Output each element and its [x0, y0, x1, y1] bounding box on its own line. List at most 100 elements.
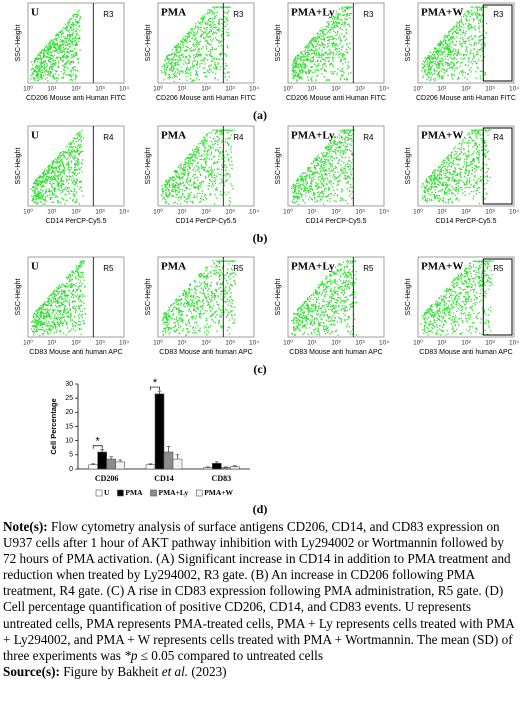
note-label: Note(s):	[3, 519, 48, 534]
x-tick-label: 10²	[461, 86, 471, 93]
scatter-cloud	[30, 9, 82, 82]
sample-label: PMA+Ly	[291, 7, 335, 19]
x-tick-label: 10⁰	[283, 339, 293, 347]
x-tick-label: 10³	[95, 86, 105, 93]
plot-frame	[417, 256, 515, 338]
panel-label: (a)	[253, 108, 267, 122]
source-italic: et al.	[161, 663, 189, 679]
bar	[106, 458, 116, 470]
y-axis-label: SSC-Height	[145, 24, 152, 61]
bar	[145, 464, 156, 470]
x-tick-label: 10²	[71, 209, 81, 216]
x-tick-label: 10¹	[307, 209, 317, 216]
x-tick-label: 10⁰	[23, 85, 33, 93]
plot-frame	[157, 2, 255, 84]
sample-label: PMA+W	[421, 130, 463, 142]
bar	[163, 451, 174, 470]
y-axis-label: SSC-Height	[145, 147, 152, 184]
scatter-cloud	[30, 260, 87, 337]
source-text-end: (2023)	[188, 663, 227, 679]
x-tick-label: 10⁰	[283, 208, 293, 216]
plot-frame	[27, 125, 125, 207]
panel-label: (d)	[253, 502, 268, 516]
bar	[97, 451, 107, 470]
x-tick-label: 10²	[331, 340, 341, 347]
x-tick-label: 10¹	[177, 86, 187, 93]
y-axis-label: SSC-Height	[405, 24, 412, 61]
x-axis-label: CD14 PerCP-Cy5.5	[45, 218, 106, 225]
x-tick-label: 10⁴	[509, 340, 519, 347]
scatter-cloud	[421, 129, 491, 205]
y-tick-label: 0	[69, 466, 73, 473]
x-tick-label: 10⁰	[23, 339, 33, 347]
legend-swatch	[95, 489, 103, 497]
y-axis-label: SSC-Height	[405, 278, 412, 315]
gate-label: R3	[233, 10, 244, 19]
x-tick-label: 10²	[71, 86, 81, 93]
error-bar	[100, 449, 105, 452]
gate-label: R4	[493, 133, 504, 142]
x-tick-label: 10⁴	[249, 209, 259, 216]
scatter-cloud	[421, 6, 488, 82]
plot-frame	[287, 2, 385, 84]
x-tick-label: 10³	[225, 86, 235, 93]
sample-label: PMA	[161, 130, 186, 142]
error-bar	[109, 456, 114, 460]
x-tick-label: 10⁴	[379, 209, 389, 216]
sample-label: PMA+W	[421, 7, 463, 19]
legend-label: PMA+W	[204, 488, 233, 497]
x-tick-label: 10⁰	[23, 208, 33, 216]
plot-frame	[287, 125, 385, 207]
gate-label: R3	[103, 10, 114, 19]
x-tick-label: 10³	[485, 340, 495, 347]
x-tick-label: 10¹	[177, 340, 187, 347]
x-tick-label: 10⁴	[119, 340, 129, 347]
bar	[88, 464, 98, 470]
source-text: Figure by Bakheit	[59, 663, 162, 679]
x-tick-label: CD83	[212, 474, 232, 483]
note-text: Flow cytometry analysis of surface antig…	[3, 519, 515, 663]
panel-label: (c)	[253, 362, 266, 376]
sample-label: U	[31, 130, 39, 142]
x-tick-label: 10²	[331, 86, 341, 93]
y-tick-label: 10	[65, 438, 73, 445]
legend-swatch	[195, 489, 203, 497]
legend-label: PMA+Ly	[159, 488, 189, 497]
x-tick-label: 10³	[355, 86, 365, 93]
y-tick-label: 5	[69, 452, 73, 459]
y-axis-label: SSC-Height	[145, 278, 152, 315]
x-tick-label: 10¹	[177, 209, 187, 216]
x-axis-label: CD206 Mouse anti Human FITC	[416, 95, 516, 102]
y-axis-label: SSC-Height	[275, 147, 282, 184]
gate-label: R5	[363, 264, 374, 273]
x-tick-label: 10¹	[47, 86, 57, 93]
error-bar	[223, 466, 228, 468]
plot-frame	[417, 125, 515, 207]
gate	[482, 258, 513, 336]
legend-label: U	[104, 488, 110, 497]
plot-frame	[27, 256, 125, 338]
legend-label: PMA	[125, 488, 143, 497]
x-tick-label: 10¹	[47, 340, 57, 347]
x-tick-label: 10³	[485, 209, 495, 216]
x-axis-label: CD206 Mouse anti Human FITC	[286, 95, 386, 102]
x-tick-label: 10¹	[307, 340, 317, 347]
plot-frame	[417, 2, 515, 84]
sample-label: PMA+W	[421, 261, 463, 273]
y-tick-label: 20	[65, 409, 73, 416]
x-tick-label: 10³	[355, 340, 365, 347]
error-bar	[157, 390, 162, 394]
error-bar	[214, 461, 219, 464]
x-tick-label: CD14	[154, 474, 174, 483]
scatter-cloud	[290, 129, 355, 206]
x-tick-label: 10³	[355, 209, 365, 216]
x-axis-label: CD83 Mouse anti human APC	[289, 349, 382, 356]
x-tick-label: 10²	[461, 209, 471, 216]
error-bar	[175, 454, 180, 460]
bar	[154, 393, 165, 470]
sample-label: PMA	[161, 261, 186, 273]
gate-label: R4	[363, 133, 374, 142]
x-axis-label: CD83 Mouse anti human APC	[419, 349, 512, 356]
gate-label: R5	[493, 264, 504, 273]
error-bar	[166, 445, 171, 452]
